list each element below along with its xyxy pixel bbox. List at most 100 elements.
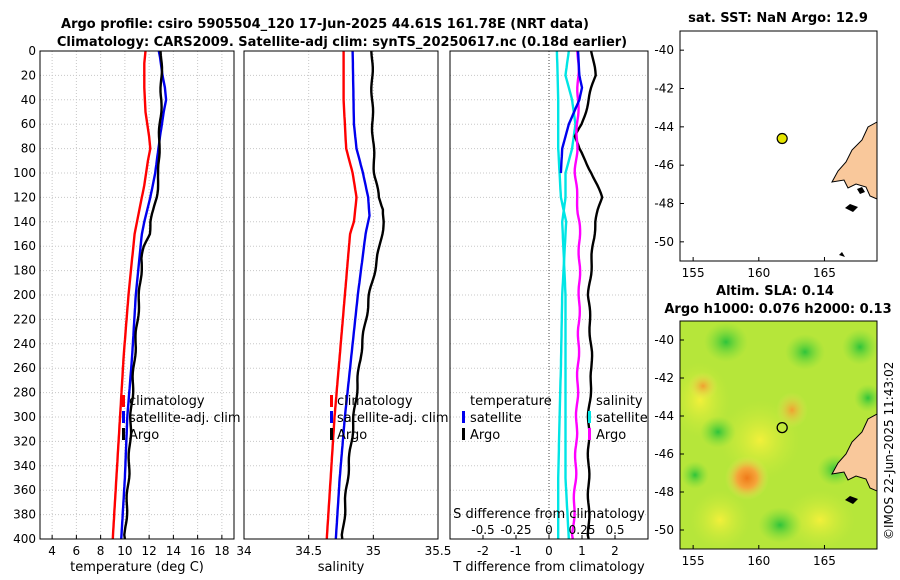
y-tick-label: 320 — [13, 434, 36, 448]
legend-swatch-climatology — [122, 395, 125, 407]
map-x-tick-label: 160 — [747, 266, 770, 280]
sla-high — [688, 372, 718, 400]
map-y-tick-label: -46 — [654, 447, 674, 461]
sla-map-title-line1: Altim. SLA: 0.14 — [716, 284, 834, 299]
legend-swatch-s-satellite — [588, 411, 591, 423]
island — [857, 187, 865, 194]
legend-swatch-climatology — [330, 395, 333, 407]
y-tick-label: 140 — [13, 215, 36, 229]
y-tick-label: 40 — [21, 93, 36, 107]
series-salinity-difference — [559, 50, 584, 174]
temperature-panel: 4 6 8 10 12 14 16 18020406080100120140160180200… — [13, 44, 241, 575]
land-mass — [831, 413, 877, 492]
series-salinity-satellite — [555, 50, 568, 539]
legend-swatch-s-argo — [588, 428, 591, 440]
sst-map-panel: sat. SST: NaN Argo: 12.9 155 160 165 -40 -42… — [654, 11, 878, 280]
sla-low — [704, 322, 748, 362]
x-tick-label: 0 — [545, 544, 553, 558]
map-y-tick-label: -40 — [654, 333, 674, 347]
legend-label-t-argo: Argo — [470, 428, 500, 443]
map-x-tick-label: 165 — [813, 554, 836, 568]
y-tick-label: 80 — [21, 142, 36, 156]
x-tick-label: 8 — [97, 544, 105, 558]
map-y-tick-label: -50 — [654, 523, 674, 537]
figure-title-line1: Argo profile: csiro 5905504_120 17-Jun-2… — [61, 17, 589, 32]
x-tick-label: 12 — [141, 544, 156, 558]
x-tick-label: 34 — [236, 544, 251, 558]
series-climatology — [325, 51, 358, 540]
map-x-tick-label: 160 — [747, 554, 770, 568]
map-x-tick-label: 155 — [682, 554, 705, 568]
map-y-tick-label: -42 — [654, 371, 674, 385]
figure-title-line2: Climatology: CARS2009. Satellite-adj cli… — [57, 35, 627, 50]
y-tick-label: 260 — [13, 361, 36, 375]
sla-map-title-line2: Argo h1000: 0.076 h2000: 0.13 — [664, 302, 891, 317]
legend-swatch-t-argo — [462, 428, 465, 440]
sla-low — [854, 384, 877, 412]
legend-heading-salinity: salinity — [596, 394, 643, 409]
x-tick-label: -1 — [510, 544, 522, 558]
island — [845, 204, 858, 212]
x-tick-label: 10 — [117, 544, 132, 558]
x-tick-label: 35.5 — [425, 544, 452, 558]
x-tick-label: 2 — [611, 544, 619, 558]
land-mass — [831, 121, 878, 200]
credit-stamp: ©IMOS 22-Jun-2025 11:43:02 — [882, 362, 896, 540]
sla-low — [842, 329, 877, 365]
legend-label-argo: Argo — [129, 428, 159, 443]
sst-map-frame — [679, 30, 878, 262]
x2-tick-label: 0 — [545, 523, 553, 537]
salinity-axes-frame — [243, 50, 439, 540]
temperature-axes-frame — [39, 50, 235, 540]
series-temperature-satellite — [560, 50, 577, 540]
legend-swatch-t-satellite — [462, 411, 465, 423]
argo-position-marker — [776, 421, 788, 434]
legend-swatch-argo — [122, 428, 125, 440]
sla-max — [725, 456, 769, 500]
sla-high — [776, 392, 808, 428]
salinity-legend: climatology satellite-adj. clim Argo — [330, 394, 449, 443]
legend-label-satellite: satellite-adj. clim — [129, 411, 241, 426]
y-tick-label: 340 — [13, 459, 36, 473]
x2-tick-label: 0.25 — [569, 523, 596, 537]
y-tick-label: 400 — [13, 532, 36, 546]
y-tick-label: 20 — [21, 68, 36, 82]
t-difference-xlabel: T difference from climatology — [452, 560, 645, 575]
series-argo — [123, 50, 164, 540]
map-x-tick-label: 155 — [682, 266, 705, 280]
map-y-tick-label: -44 — [654, 120, 674, 134]
x-tick-label: 35 — [366, 544, 381, 558]
series-argo — [340, 50, 385, 540]
temperature-xlabel: temperature (deg C) — [70, 560, 204, 575]
legend-swatch-satellite — [330, 411, 333, 423]
sla-high — [785, 490, 855, 549]
legend-label-satellite: satellite-adj. clim — [337, 411, 449, 426]
s-difference-xlabel: S difference from climatology — [453, 507, 645, 522]
y-tick-label: 160 — [13, 239, 36, 253]
island — [839, 252, 845, 257]
legend-label-climatology: climatology — [337, 394, 413, 409]
y-tick-label: 200 — [13, 288, 36, 302]
salinity-panel: 34 34.5 35 35.5 salinity climatology satell… — [236, 50, 452, 575]
x-tick-label: 4 — [48, 544, 56, 558]
legend-label-s-satellite: satellite — [596, 411, 648, 426]
x-tick-label: 6 — [73, 544, 81, 558]
legend-label-argo: Argo — [337, 428, 367, 443]
y-tick-label: 220 — [13, 312, 36, 326]
x2-tick-label: -0.25 — [500, 523, 531, 537]
y-tick-label: 0 — [28, 44, 36, 58]
difference-legend: temperature satellite Argo salinity sate… — [462, 394, 648, 443]
legend-swatch-argo — [330, 428, 333, 440]
sla-low — [681, 461, 709, 489]
difference-panel: -2 -1 0 1 2 -0.5 -0.25 0 0.25 0.5 T difference fr… — [449, 50, 649, 575]
sla-low — [758, 507, 802, 543]
map-x-tick-label: 165 — [813, 266, 836, 280]
sst-map-background — [680, 31, 877, 261]
temperature-legend: climatology satellite-adj. clim Argo — [122, 394, 241, 443]
series-satellite-adj-clim — [120, 50, 168, 540]
map-y-tick-label: -42 — [654, 82, 674, 96]
x-tick-label: 14 — [166, 544, 181, 558]
map-y-tick-label: -40 — [654, 43, 674, 57]
x-tick-label: 1 — [578, 544, 586, 558]
